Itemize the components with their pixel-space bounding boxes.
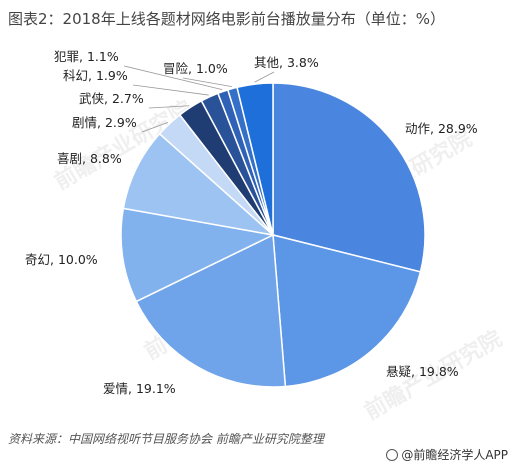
pie-slice-4	[120, 207, 276, 303]
slice-label-6: 剧情, 2.9%	[72, 115, 137, 130]
slice-label-4: 奇幻, 10.0%	[25, 252, 98, 267]
leader-line-8	[132, 84, 209, 96]
slice-label-3: 爱情, 19.1%	[103, 381, 176, 396]
pie-slice-5	[122, 132, 276, 237]
pie-slice-3	[135, 233, 287, 388]
leader-lines	[123, 65, 275, 133]
slice-label-8: 科幻, 1.9%	[63, 68, 128, 83]
pie-slice-1	[272, 82, 426, 273]
leader-line-6	[141, 122, 169, 133]
leader-line-10	[182, 77, 232, 87]
source-note: 资料来源：中国网络视听节目服务协会 前瞻产业研究院整理	[8, 432, 324, 446]
brand-mark: @前瞻经济学人APP	[386, 446, 508, 463]
slice-label-7: 武侠, 2.7%	[79, 91, 144, 106]
slice-label-1: 动作, 28.9%	[405, 121, 478, 136]
leader-line-9	[123, 65, 223, 91]
leader-line-7	[148, 105, 190, 109]
slice-label-2: 悬疑, 19.8%	[386, 364, 459, 379]
pie-slice-2	[272, 234, 422, 388]
slice-label-10: 冒险, 1.0%	[163, 61, 228, 76]
slice-labels: 动作, 28.9% 悬疑, 19.8% 爱情, 19.1% 奇幻, 10.0% 喜剧, …	[25, 49, 478, 396]
pie-slices	[120, 82, 426, 388]
brand-text: @前瞻经济学人APP	[401, 448, 508, 462]
leader-line-11	[254, 71, 275, 83]
slice-label-5: 喜剧, 8.8%	[57, 151, 122, 166]
brand-icon	[386, 449, 399, 461]
slice-label-9: 犯罪, 1.1%	[54, 49, 119, 64]
pie-slice-11	[236, 82, 274, 236]
chart-title: 图表2：2018年上线各题材网络电影前台播放量分布（单位：%）	[8, 10, 445, 28]
slice-label-11: 其他, 3.8%	[254, 55, 319, 70]
